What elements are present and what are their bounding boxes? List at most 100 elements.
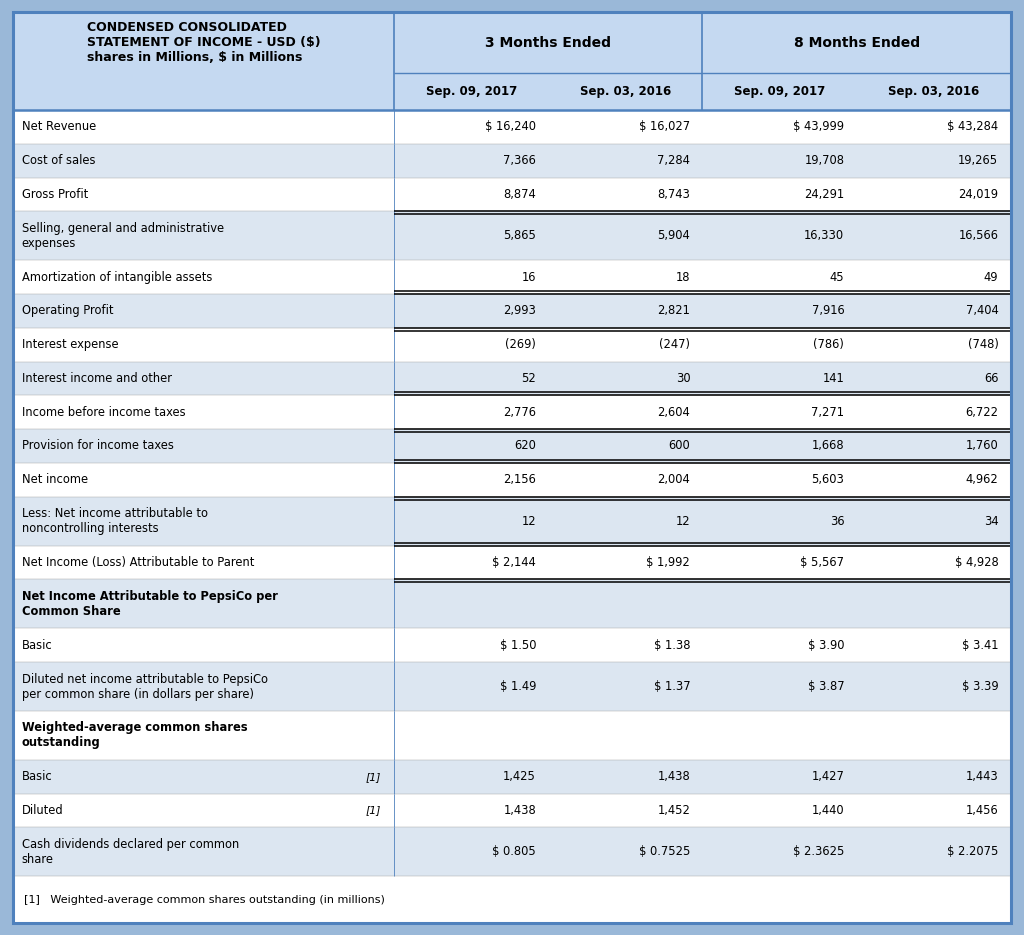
Text: 1,427: 1,427 [811,770,845,784]
Text: 24,019: 24,019 [958,188,998,201]
Bar [13,463,1011,496]
Bar [13,178,1011,211]
Text: 7,284: 7,284 [657,154,690,167]
Text: 2,776: 2,776 [503,406,537,419]
Text: 12: 12 [676,514,690,527]
Bar [13,110,1011,144]
Text: 16: 16 [521,270,537,283]
Text: Sep. 03, 2016: Sep. 03, 2016 [888,85,979,98]
Text: $ 4,928: $ 4,928 [954,556,998,569]
Text: Basic: Basic [22,639,52,652]
Text: 3 Months Ended: 3 Months Ended [485,36,611,50]
Text: $ 2.3625: $ 2.3625 [793,845,845,858]
Text: 620: 620 [514,439,537,453]
Text: Gross Profit: Gross Profit [22,188,88,201]
Text: 18: 18 [676,270,690,283]
Bar [13,662,1011,711]
Text: $ 5,567: $ 5,567 [801,556,845,569]
Text: (269): (269) [505,338,537,352]
Text: $ 1.38: $ 1.38 [653,639,690,652]
Text: 1,456: 1,456 [966,804,998,817]
Text: 7,404: 7,404 [966,305,998,318]
Text: 52: 52 [521,372,537,385]
Text: 1,440: 1,440 [812,804,845,817]
Bar [13,429,1011,463]
Text: Income before income taxes: Income before income taxes [22,406,185,419]
Text: $ 3.41: $ 3.41 [962,639,998,652]
Text: Net Revenue: Net Revenue [22,121,96,134]
Bar [13,12,1011,73]
Text: $ 1,992: $ 1,992 [646,556,690,569]
Text: 6,722: 6,722 [966,406,998,419]
Text: 600: 600 [669,439,690,453]
Text: [1]: [1] [366,771,381,782]
Text: [1]   Weighted-average common shares outstanding (in millions): [1] Weighted-average common shares outst… [24,895,384,905]
Text: Diluted: Diluted [22,804,63,817]
Text: 16,566: 16,566 [958,229,998,242]
Text: 141: 141 [822,372,845,385]
Text: 7,271: 7,271 [811,406,845,419]
Text: $ 2,144: $ 2,144 [493,556,537,569]
Text: 5,904: 5,904 [657,229,690,242]
Text: $ 43,999: $ 43,999 [794,121,845,134]
Text: $ 1.37: $ 1.37 [653,680,690,693]
Text: [1]: [1] [366,806,381,815]
Text: (247): (247) [659,338,690,352]
Text: Weighted-average common shares
outstanding: Weighted-average common shares outstandi… [22,722,247,750]
Text: Net Income (Loss) Attributable to Parent: Net Income (Loss) Attributable to Parent [22,556,254,569]
Text: $ 0.7525: $ 0.7525 [639,845,690,858]
Text: 24,291: 24,291 [804,188,845,201]
Text: 30: 30 [676,372,690,385]
Bar [13,260,1011,294]
Text: $ 16,240: $ 16,240 [485,121,537,134]
Text: Sep. 03, 2016: Sep. 03, 2016 [580,85,671,98]
Text: $ 0.805: $ 0.805 [493,845,537,858]
Text: (748): (748) [968,338,998,352]
Text: 1,438: 1,438 [657,770,690,784]
Text: 8,874: 8,874 [504,188,537,201]
Text: 2,993: 2,993 [503,305,537,318]
Text: $ 43,284: $ 43,284 [947,121,998,134]
Text: Basic: Basic [22,770,52,784]
Text: 1,452: 1,452 [657,804,690,817]
Text: 2,604: 2,604 [657,406,690,419]
Text: $ 1.49: $ 1.49 [500,680,537,693]
Text: Net income: Net income [22,473,88,486]
Text: Diluted net income attributable to PepsiCo
per common share (in dollars per shar: Diluted net income attributable to Pepsi… [22,672,267,700]
Bar [13,211,1011,260]
Text: $ 1.50: $ 1.50 [500,639,537,652]
Bar [13,73,1011,110]
Text: 1,443: 1,443 [966,770,998,784]
Text: 2,821: 2,821 [657,305,690,318]
Text: 5,603: 5,603 [811,473,845,486]
Bar [13,580,1011,628]
Text: CONDENSED CONSOLIDATED
STATEMENT OF INCOME - USD ($)
shares in Millions, $ in Mi: CONDENSED CONSOLIDATED STATEMENT OF INCO… [87,22,321,64]
Bar [13,827,1011,876]
Text: 1,425: 1,425 [503,770,537,784]
Text: 45: 45 [829,270,845,283]
Text: 19,265: 19,265 [958,154,998,167]
Text: $ 3.90: $ 3.90 [808,639,845,652]
Text: Net Income Attributable to PepsiCo per
Common Share: Net Income Attributable to PepsiCo per C… [22,590,278,618]
Text: 8 Months Ended: 8 Months Ended [794,36,920,50]
Text: 4,962: 4,962 [966,473,998,486]
Text: 49: 49 [984,270,998,283]
Text: Cost of sales: Cost of sales [22,154,95,167]
Bar [13,545,1011,580]
Text: Sep. 09, 2017: Sep. 09, 2017 [734,85,825,98]
Bar [13,794,1011,827]
Text: Less: Net income attributable to
noncontrolling interests: Less: Net income attributable to noncont… [22,507,208,535]
Bar [13,328,1011,362]
Text: (786): (786) [813,338,845,352]
Text: 2,156: 2,156 [503,473,537,486]
Text: Interest income and other: Interest income and other [22,372,171,385]
Text: Sep. 09, 2017: Sep. 09, 2017 [426,85,517,98]
Bar [13,760,1011,794]
Text: Interest expense: Interest expense [22,338,118,352]
Text: $ 3.87: $ 3.87 [808,680,845,693]
Text: Operating Profit: Operating Profit [22,305,113,318]
Bar [13,362,1011,396]
Text: 19,708: 19,708 [804,154,845,167]
Bar [13,628,1011,662]
Text: 7,366: 7,366 [503,154,537,167]
